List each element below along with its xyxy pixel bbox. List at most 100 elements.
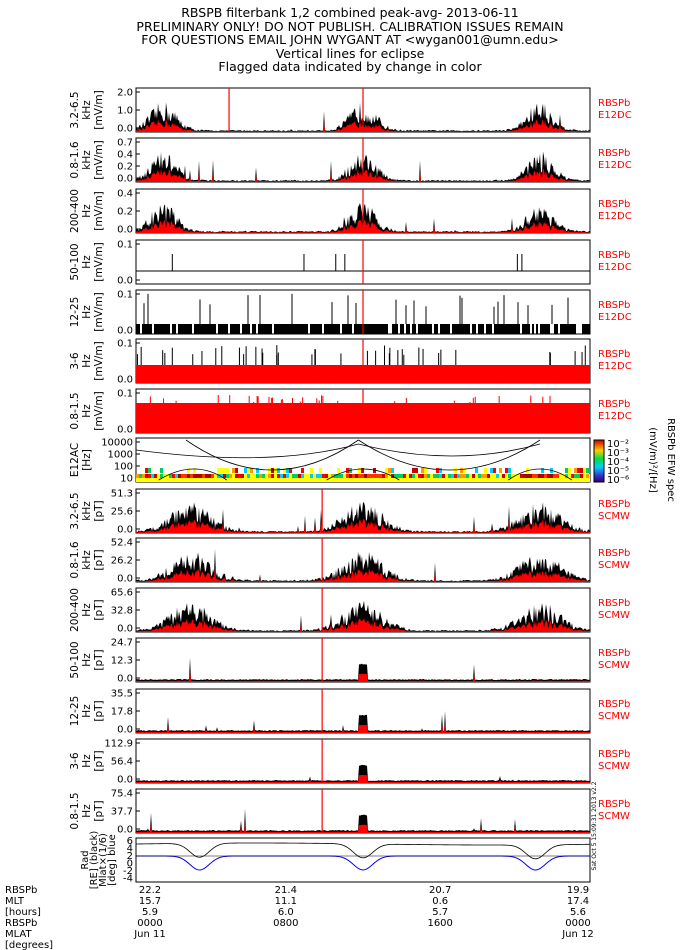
spectrogram-cell: [541, 474, 544, 478]
data-bar: [460, 324, 462, 334]
panel-source-label: RBSPb: [598, 250, 630, 261]
data-bar: [582, 324, 584, 334]
y-axis-band-label: 3.2-6.5: [69, 492, 81, 529]
y-tick-label: 0.0: [117, 124, 133, 135]
spectrogram-cell: [157, 474, 160, 478]
data-bar: [350, 324, 352, 334]
y-axis-unit-label: Hz: [81, 354, 93, 368]
data-bar: [306, 324, 308, 334]
y-tick-label: 0.4: [117, 150, 133, 161]
spectrogram-cell: [244, 468, 247, 473]
panel-source-label: RBSPb: [598, 199, 630, 210]
spectrogram-cell: [358, 468, 361, 473]
spectrogram-cell: [196, 474, 199, 478]
panel-data: [136, 538, 590, 582]
spectrogram-cell: [328, 474, 331, 478]
spectrogram-cell: [160, 474, 163, 478]
y-tick-label: 0.2: [117, 162, 133, 173]
spectrogram-cell: [319, 468, 322, 473]
panel-source-label: E12DC: [598, 262, 632, 273]
data-bar: [588, 324, 590, 334]
y-axis-unit-label: [mV/m]: [93, 140, 105, 179]
y-axis-unit-label: Hz: [81, 255, 93, 269]
spectrogram-cell: [376, 474, 379, 478]
data-bar: [310, 324, 312, 334]
spectrogram-cell: [397, 474, 400, 478]
spectrogram-cell: [574, 468, 577, 473]
spectrogram-cell: [358, 474, 361, 478]
data-bar: [400, 324, 402, 334]
data-bar: [204, 324, 206, 334]
spectrogram-cell: [364, 474, 367, 478]
spectrogram-cell: [553, 474, 556, 478]
footer-value: 21.4: [275, 885, 297, 896]
data-bar: [146, 324, 148, 334]
spectrogram-cell: [544, 474, 547, 478]
y-axis-unit-label: [mV/m]: [93, 341, 105, 380]
data-bar: [344, 324, 346, 334]
data-bar: [142, 324, 144, 334]
header-line-flagged: Flagged data indicated by change in colo…: [218, 59, 482, 74]
spectrogram-cell: [499, 468, 502, 473]
spectrogram-cell: [493, 474, 496, 478]
data-bar: [376, 324, 378, 334]
y-axis-band-label: 0.8-1.5: [69, 392, 81, 429]
y-axis-unit-label: [pT]: [93, 549, 105, 570]
spectrogram-cell: [427, 474, 430, 478]
y-tick-label: 1000: [108, 450, 133, 461]
data-bar: [386, 324, 388, 334]
spectrogram-cell: [460, 474, 463, 478]
spectrogram-cell: [178, 474, 181, 478]
spectrogram-cell: [217, 468, 220, 473]
data-bar: [358, 324, 360, 334]
data-bar: [200, 324, 202, 334]
spectrogram-cell: [496, 474, 499, 478]
data-bar: [360, 324, 362, 334]
y-tick-label: 0.0: [117, 375, 133, 386]
y-tick-label: 0.0: [117, 624, 133, 635]
data-bar: [422, 324, 424, 334]
colorbar: [593, 439, 605, 483]
data-bar: [224, 324, 226, 334]
y-axis-unit-label: Hz: [81, 603, 93, 617]
data-bar: [194, 324, 196, 334]
y-tick-label: 0.7: [117, 138, 133, 149]
footer-value: 19.9: [567, 885, 589, 896]
spectrogram-cell: [193, 474, 196, 478]
data-bar: [222, 324, 224, 334]
data-bar: [478, 324, 480, 334]
footer-row-label: RBSPb: [5, 885, 37, 896]
data-bar: [262, 324, 264, 334]
y-tick-label: 65.6: [111, 588, 133, 599]
spectrogram-cell: [247, 474, 250, 478]
spectrogram-cell: [589, 474, 590, 478]
y-tick-label: 112.9: [104, 739, 133, 750]
footer-value: 20.7: [429, 885, 451, 896]
data-bar: [420, 324, 422, 334]
data-bar: [320, 324, 322, 334]
spectrogram-cell: [145, 474, 148, 478]
spectrogram-cell: [388, 468, 391, 473]
spectrogram-cell: [433, 474, 436, 478]
data-bar: [560, 324, 562, 334]
data-bar: [466, 324, 468, 334]
spectrogram-cell: [205, 474, 208, 478]
panel-source-label: SCMW: [598, 560, 630, 571]
panel-data: [136, 240, 590, 284]
y-tick-label: 0.1: [117, 290, 133, 301]
data-bar: [500, 324, 502, 334]
data-bar: [236, 324, 238, 334]
data-bar: [314, 324, 316, 334]
y-tick-label: 56.4: [111, 757, 133, 768]
data-trace: [136, 657, 590, 682]
panel-data: [136, 88, 590, 132]
footer-value: 0.6: [432, 896, 448, 907]
data-bar: [172, 324, 174, 334]
data-bar: [338, 324, 340, 334]
data-bar: [436, 324, 438, 334]
data-bar: [148, 324, 150, 334]
y-axis-unit-label: [mV/m]: [93, 292, 105, 331]
